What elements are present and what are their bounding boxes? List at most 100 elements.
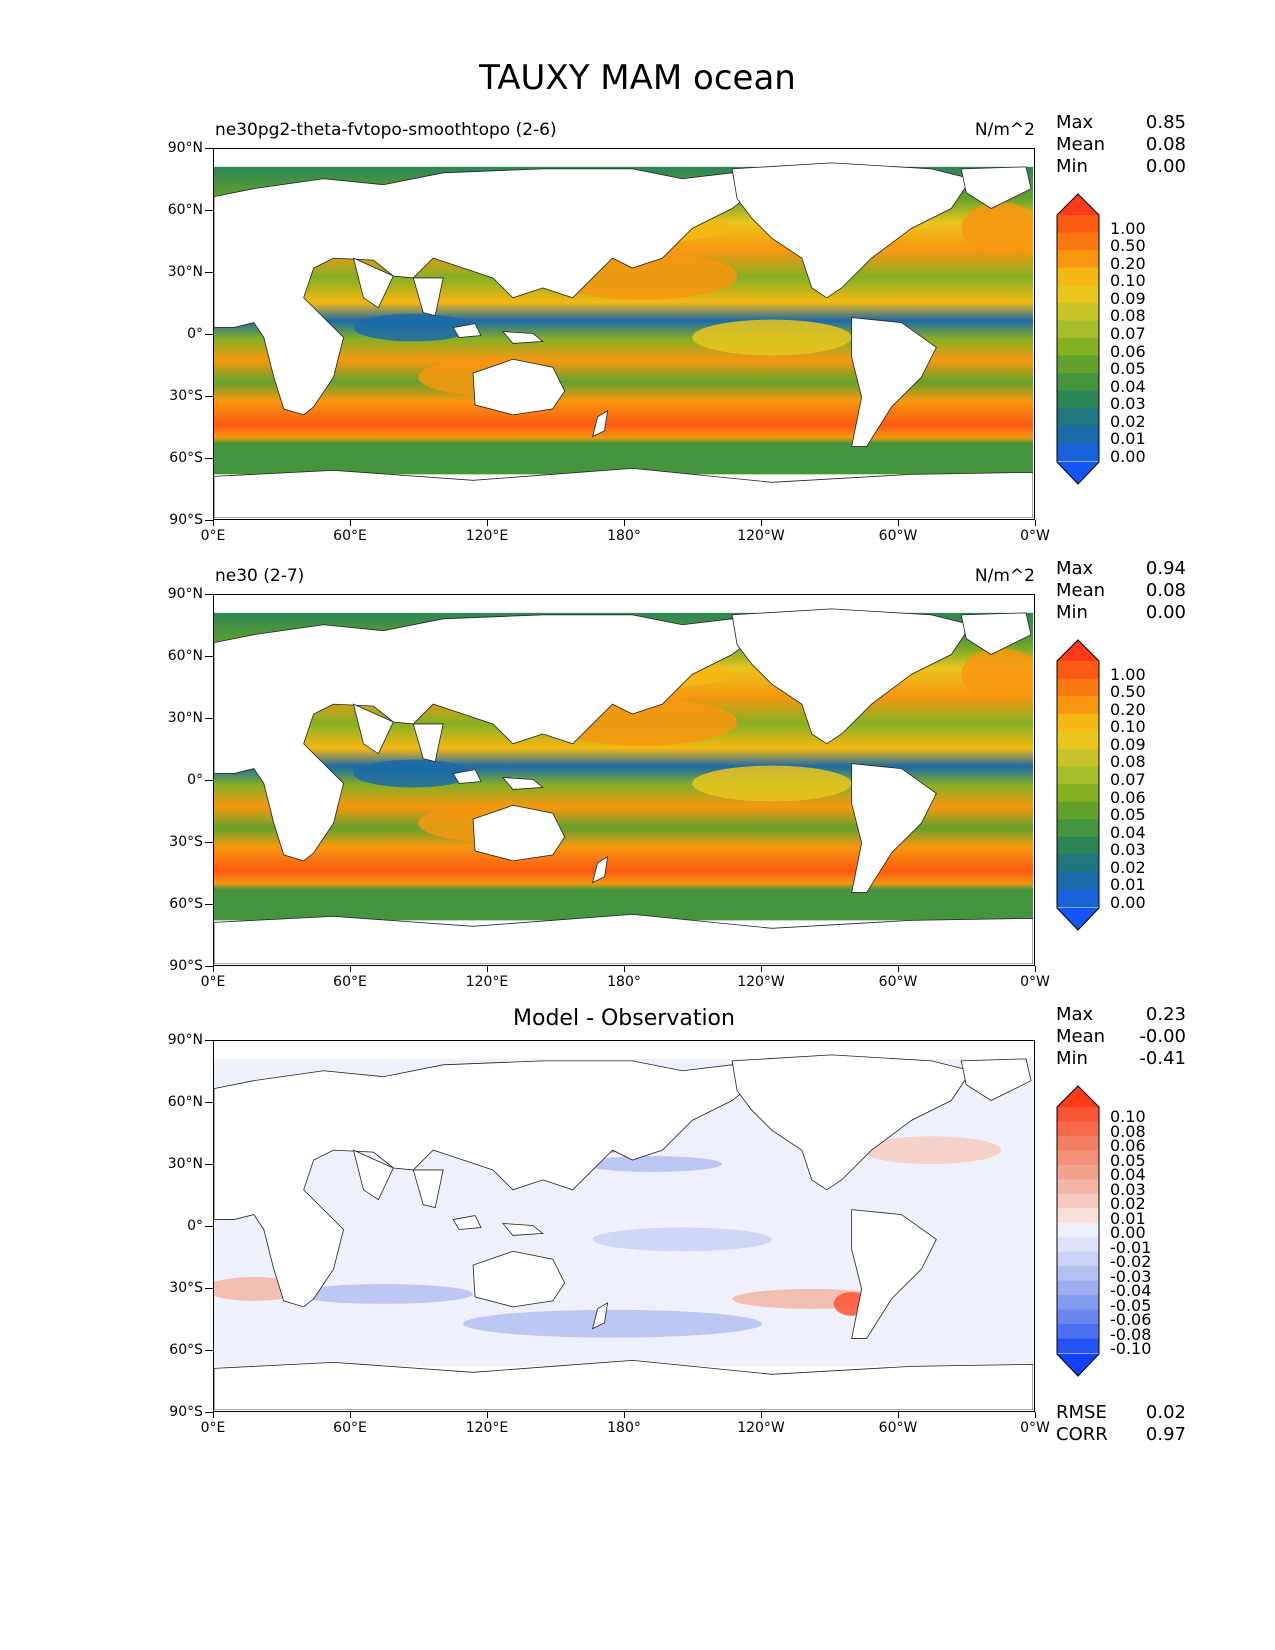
- colorbar-label: 0.04: [1110, 376, 1146, 396]
- colorbar-segment: [1057, 801, 1099, 820]
- stat-row-min: Min -0.41: [1056, 1048, 1186, 1070]
- lon-tick: [350, 966, 351, 972]
- landmass-8: [960, 612, 1032, 655]
- colorbar-segment: [1057, 661, 1099, 680]
- colorbar-segment: [1057, 1135, 1099, 1151]
- colorbar-label: 0.05: [1110, 805, 1146, 825]
- field-feature-2: [961, 648, 1033, 701]
- stat-row-min: Min 0.00: [1056, 602, 1186, 624]
- landmass-0: [214, 168, 753, 416]
- colorbar-segment: [1057, 731, 1099, 750]
- colorbar-segment: [1057, 1107, 1099, 1122]
- stat-label: Max: [1056, 112, 1094, 133]
- lat-label: 90°N: [167, 140, 203, 156]
- colorbar-segment: [1057, 748, 1099, 767]
- landmass-1: [352, 257, 394, 309]
- colorbar-label: 1.00: [1110, 664, 1146, 684]
- lon-tick: [624, 966, 625, 972]
- colorbar-segment: [1057, 1179, 1099, 1195]
- lon-label: 0°E: [200, 528, 226, 544]
- lon-tick: [898, 1412, 899, 1418]
- stat-value: -0.00: [1139, 1026, 1186, 1047]
- lat-tick: [205, 594, 213, 595]
- lat-tick: [205, 148, 213, 149]
- colorbar-label: 0.02: [1110, 411, 1146, 431]
- colorbar-label: 1.00: [1110, 218, 1146, 238]
- stat-value: 0.02: [1145, 1402, 1186, 1423]
- map-canvas: [214, 1054, 1033, 1410]
- lon-tick: [624, 520, 625, 526]
- landmass-10: [214, 1360, 1033, 1410]
- panel-subtitle: ne30 (2-7): [215, 566, 305, 586]
- landmass-0: [214, 614, 753, 862]
- lon-label: 180°: [607, 974, 641, 990]
- colorbar-label: 0.01: [1110, 1208, 1146, 1228]
- lon-label: 120°E: [465, 1420, 509, 1436]
- colorbar-outline: [1056, 639, 1100, 931]
- colorbar-segment: [1057, 713, 1099, 732]
- anomaly-positive-7: [861, 1136, 1002, 1164]
- colorbar-segment: [1057, 889, 1099, 908]
- lat-tick: [205, 272, 213, 273]
- lat-label: 60°S: [169, 1342, 203, 1358]
- landmass-5: [502, 1223, 544, 1236]
- stat-label: Mean: [1056, 580, 1106, 601]
- colorbar-segment: [1057, 250, 1099, 269]
- landmass-9: [851, 763, 937, 893]
- colorbar-segment: [1057, 267, 1099, 286]
- colorbar-container: [1056, 639, 1100, 935]
- colorbar-container: [1056, 1085, 1100, 1381]
- lon-tick: [898, 520, 899, 526]
- landmass-6: [592, 856, 609, 884]
- colorbar-outline: [1056, 193, 1100, 485]
- colorbar-extend-min: [1057, 462, 1099, 484]
- lon-label: 0°W: [1020, 528, 1050, 544]
- colorbar-extend-max: [1057, 1086, 1099, 1107]
- stat-row-mean: Mean 0.08: [1056, 580, 1186, 602]
- colorbar-label: 0.20: [1110, 253, 1146, 273]
- lon-tick: [1035, 966, 1036, 972]
- stat-row-max: Max 0.23: [1056, 1004, 1186, 1026]
- stat-label: Mean: [1056, 134, 1106, 155]
- colorbar-segment: [1057, 696, 1099, 715]
- stats-block: Max 0.85 Mean 0.08 Min 0.00: [1056, 112, 1186, 178]
- landmass-8: [960, 1058, 1032, 1101]
- colorbar-label: 0.07: [1110, 770, 1146, 789]
- colorbar-label: 0.03: [1110, 840, 1146, 860]
- colorbar-extend-max: [1057, 640, 1099, 661]
- anomaly-negative-3: [463, 1309, 762, 1338]
- colorbar-label: -0.04: [1110, 1281, 1152, 1301]
- colorbar-segment: [1057, 766, 1099, 785]
- colorbar-segment: [1057, 390, 1099, 409]
- lat-label: 90°S: [169, 1404, 203, 1420]
- colorbar-segment: [1057, 1208, 1099, 1224]
- colorbar-segment: [1057, 1164, 1099, 1180]
- stat-row-corr: CORR 0.97: [1056, 1424, 1186, 1446]
- colorbar: [1056, 639, 1100, 931]
- lat-tick: [205, 966, 213, 967]
- colorbar-label: 0.50: [1110, 236, 1146, 256]
- lon-tick: [761, 520, 762, 526]
- colorbar-label: -0.01: [1110, 1237, 1152, 1257]
- colorbar: [1056, 1085, 1100, 1377]
- stat-label: Min: [1056, 1048, 1088, 1069]
- colorbar-label: 0.05: [1110, 1150, 1146, 1170]
- colorbar-label: 0.08: [1110, 306, 1146, 326]
- colorbar-label: -0.03: [1110, 1266, 1152, 1286]
- lon-tick: [761, 1412, 762, 1418]
- landmass-4: [452, 1215, 482, 1230]
- colorbar-segment: [1057, 355, 1099, 374]
- landmass-3: [472, 358, 566, 416]
- lat-label: 30°S: [169, 834, 203, 850]
- colorbar: [1056, 193, 1100, 485]
- colorbar-extend-max: [1057, 194, 1099, 215]
- lat-label: 30°N: [167, 264, 203, 280]
- lon-label: 180°: [607, 1420, 641, 1436]
- colorbar-segment: [1057, 1237, 1099, 1253]
- colorbar-label: 0.00: [1110, 893, 1146, 912]
- colorbar-segment: [1057, 871, 1099, 890]
- lon-tick: [1035, 1412, 1036, 1418]
- colorbar-segment: [1057, 1266, 1099, 1282]
- colorbar-label: 0.02: [1110, 1194, 1146, 1214]
- stats-block: Max 0.94 Mean 0.08 Min 0.00: [1056, 558, 1186, 624]
